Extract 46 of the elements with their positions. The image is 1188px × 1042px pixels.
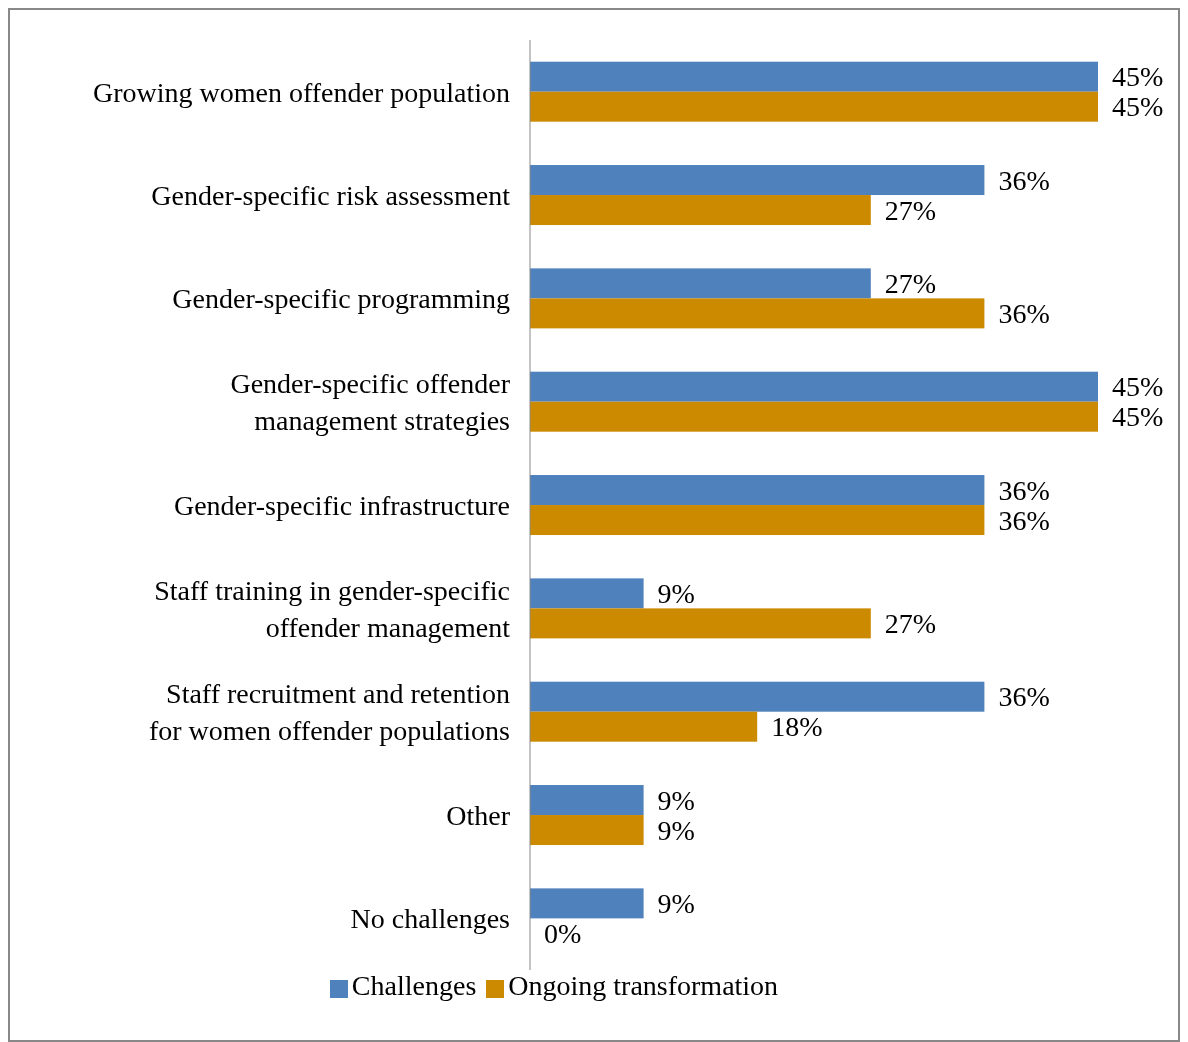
data-label: 0% — [544, 917, 582, 949]
y-tick-label: Gender-specific programming — [172, 282, 510, 314]
data-label: 45% — [1112, 371, 1164, 403]
data-label: 36% — [998, 474, 1050, 506]
y-tick-label: Growing women offender population — [92, 76, 510, 108]
bar — [530, 401, 1098, 432]
data-label: 45% — [1112, 91, 1164, 123]
data-label: 27% — [884, 267, 937, 299]
y-tick-label: Staff training in gender-specific offender management — [154, 574, 511, 643]
data-label: 9% — [657, 577, 695, 609]
y-tick-label: Gender-specific risk assessment — [151, 179, 511, 211]
data-label: 36% — [998, 164, 1050, 196]
y-tick-label: Gender-specific infrastructure — [173, 489, 510, 521]
bar — [530, 165, 985, 196]
bar — [530, 578, 644, 609]
y-tick-label: Gender-specific offender management strategies — [230, 367, 511, 436]
data-label: 45% — [1112, 61, 1164, 93]
data-label: 36% — [998, 297, 1050, 329]
bar — [530, 505, 985, 536]
data-label: 27% — [884, 194, 937, 226]
bar — [530, 888, 644, 919]
legend-label: Challenges — [351, 970, 477, 1001]
bar — [530, 711, 758, 742]
data-label: 18% — [771, 711, 823, 743]
bar — [530, 91, 1098, 122]
bar — [530, 371, 1098, 402]
data-label: 9% — [657, 784, 695, 816]
bar — [530, 608, 871, 639]
bar — [530, 785, 644, 816]
bar — [530, 681, 985, 712]
data-label: 36% — [998, 681, 1050, 713]
bar — [530, 195, 871, 226]
bar — [530, 298, 985, 329]
bar — [530, 475, 985, 506]
data-label: 9% — [657, 814, 695, 846]
bar — [530, 61, 1098, 92]
legend-label: Ongoing transformation — [508, 970, 779, 1001]
bar — [530, 268, 871, 299]
y-tick-label: Staff recruitment and retention for women offender populations — [148, 677, 510, 746]
data-label: 36% — [998, 504, 1050, 536]
y-tick-label: No challenges — [350, 902, 510, 934]
y-tick-label: Other — [446, 799, 511, 831]
data-label: 27% — [884, 607, 937, 639]
bar — [530, 815, 644, 846]
data-label: 9% — [657, 887, 695, 919]
data-label: 45% — [1112, 401, 1164, 433]
